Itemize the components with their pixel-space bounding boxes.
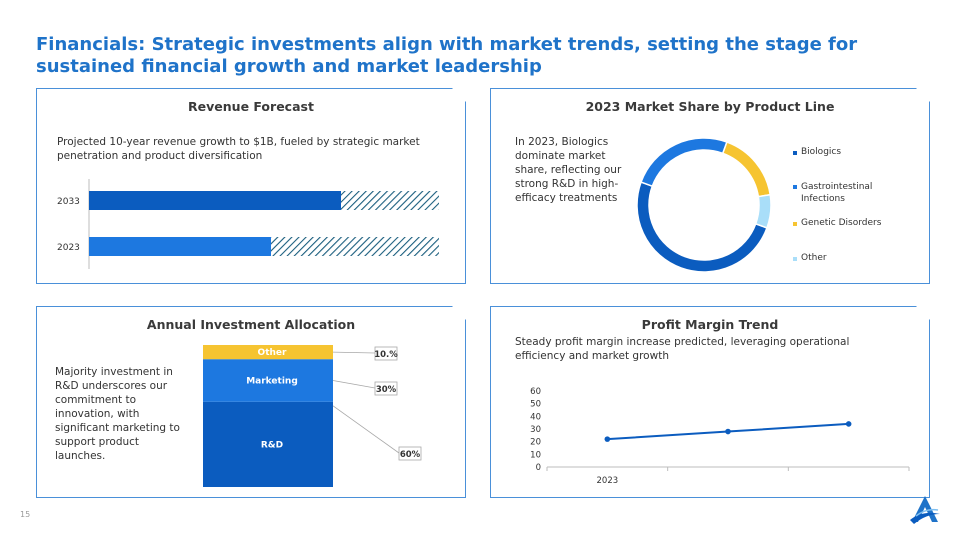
market-share-title: 2023 Market Share by Product Line [585, 99, 835, 114]
profit-margin-title: Profit Margin Trend [641, 317, 779, 332]
slide-title: Financials: Strategic investments align … [36, 34, 858, 77]
revenue-forecast-description: Projected 10-year revenue growth to $1B,… [57, 136, 420, 162]
legend-item-biologics: Biologics [793, 147, 841, 157]
profit-data-point-0 [605, 436, 611, 442]
revenue-forecast-title: Revenue Forecast [188, 99, 314, 114]
investment-callout-label-marketing: 30% [376, 385, 397, 395]
revenue-tick-label-2033: 2033 [57, 197, 80, 207]
investment-leader-line-rd [333, 406, 399, 453]
market-share-card: 2023 Market Share by Product Line In 202… [490, 88, 930, 284]
market-share-donut-chart [621, 131, 791, 281]
profit-y-tick-30: 30 [530, 425, 541, 435]
legend-swatch-gastrointestinal [793, 185, 797, 189]
investment-callout-box-marketing [375, 382, 397, 395]
profit-data-point-2 [846, 421, 852, 427]
legend-label-other: Other [801, 253, 827, 263]
investment-allocation-chart: R&D 60% Marketing 30% Other 10.% [187, 337, 457, 497]
legend-item-other: Other [793, 253, 827, 263]
profit-margin-description: Steady profit margin increase predicted,… [515, 336, 850, 362]
revenue-tick-label-2023: 2023 [57, 243, 80, 253]
investment-callout-box-rd [399, 447, 421, 460]
profit-y-tick-40: 40 [530, 412, 541, 422]
revenue-bar-hatched-2033 [341, 191, 439, 210]
investment-allocation-title: Annual Investment Allocation [146, 317, 356, 332]
investment-allocation-description: Majority investment in R&D underscores o… [55, 366, 180, 462]
legend-swatch-genetic-disorders [793, 222, 797, 226]
investment-callout-label-rd: 60% [400, 450, 421, 460]
investment-segment-rd [203, 402, 333, 487]
profit-y-tick-0: 0 [536, 463, 541, 473]
profit-y-tick-50: 50 [530, 400, 541, 410]
profit-y-tick-20: 20 [530, 438, 541, 448]
legend-label-genetic-disorders: Genetic Disorders [801, 218, 882, 228]
legend-label-biologics: Biologics [801, 147, 842, 157]
investment-segment-name-marketing: Marketing [246, 377, 298, 387]
legend-label-gastrointestinal: Gastrointestinal Infections [801, 182, 873, 204]
revenue-forecast-card: Revenue Forecast Projected 10-year reven… [36, 88, 466, 284]
market-share-description: In 2023, Biologics dominate market share… [515, 136, 622, 204]
investment-segment-name-rd: R&D [261, 440, 283, 450]
profit-margin-line-chart: 0 10 20 30 40 50 60 2023 [491, 385, 929, 495]
donut-slice-gastrointestinal-infections [641, 138, 727, 186]
page-number: 15 [20, 510, 31, 519]
investment-segment-marketing [203, 359, 333, 402]
profit-y-tick-10: 10 [530, 450, 541, 460]
legend-swatch-biologics [793, 151, 797, 155]
revenue-bar-solid-2033 [89, 191, 341, 210]
donut-slice-genetic-disorders [723, 142, 770, 197]
legend-swatch-other [793, 257, 797, 261]
investment-segment-name-other: Other [258, 348, 287, 358]
investment-leader-line-marketing [333, 381, 375, 389]
investment-leader-line-other [333, 352, 375, 353]
profit-y-tick-60: 60 [530, 387, 541, 397]
legend-item-gastrointestinal: Gastrointestinal Infections [793, 181, 893, 205]
company-logo [910, 496, 940, 524]
investment-callout-label-other: 10.% [374, 350, 398, 360]
revenue-bar-hatched-2023 [271, 237, 439, 256]
legend-item-genetic-disorders: Genetic Disorders [793, 218, 881, 228]
profit-x-tick-label-2023: 2023 [597, 476, 619, 486]
donut-slice-biologics [637, 182, 767, 272]
profit-margin-card: Profit Margin Trend Steady profit margin… [490, 306, 930, 498]
revenue-bar-solid-2023 [89, 237, 271, 256]
donut-slice-other [756, 195, 771, 228]
revenue-forecast-chart: 2023 2033 [37, 173, 465, 283]
investment-callout-box-other [375, 347, 397, 360]
investment-allocation-card: Annual Investment Allocation Majority in… [36, 306, 466, 498]
profit-data-point-1 [725, 429, 731, 435]
investment-segment-other [203, 345, 333, 359]
